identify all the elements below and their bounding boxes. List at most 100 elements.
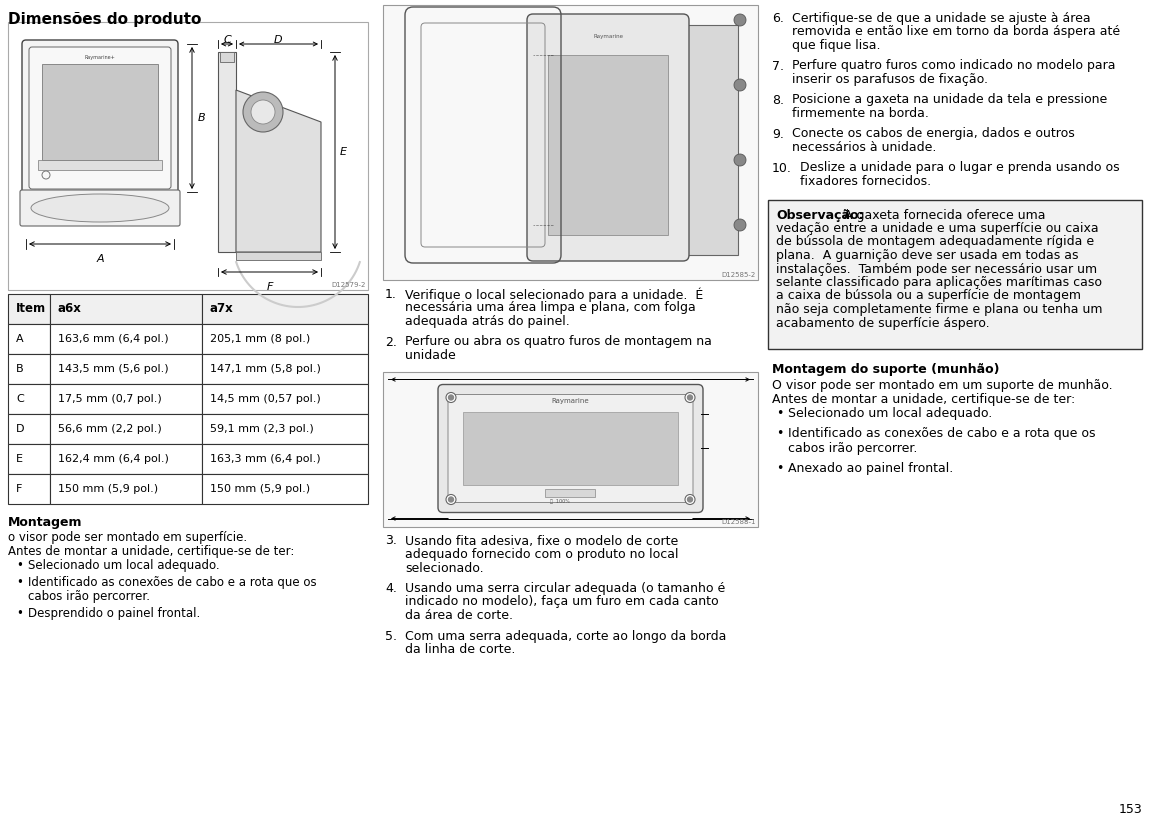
Text: B: B — [198, 113, 206, 123]
Bar — [51, 294, 202, 324]
Text: plana.  A guarnição deve ser usada em todas as: plana. A guarnição deve ser usada em tod… — [776, 249, 1079, 262]
Bar — [8, 474, 51, 504]
Bar — [383, 5, 758, 280]
Text: 1.: 1. — [385, 288, 396, 301]
Text: Selecionado um local adequado.: Selecionado um local adequado. — [28, 559, 219, 572]
Bar — [202, 384, 368, 414]
Text: 6.: 6. — [772, 12, 784, 25]
Circle shape — [687, 497, 693, 502]
Bar — [38, 160, 162, 170]
Bar — [202, 294, 368, 324]
Bar — [51, 324, 202, 354]
Polygon shape — [236, 90, 321, 252]
Bar — [51, 474, 202, 504]
Text: acabamento de superfície áspero.: acabamento de superfície áspero. — [776, 316, 989, 329]
Text: Perfure quatro furos como indicado no modelo para: Perfure quatro furos como indicado no mo… — [792, 59, 1116, 72]
Text: Antes de montar a unidade, certifique-se de ter:: Antes de montar a unidade, certifique-se… — [8, 545, 294, 558]
Text: Com uma serra adequada, corte ao longo da borda: Com uma serra adequada, corte ao longo d… — [404, 629, 726, 642]
Bar — [683, 25, 738, 255]
Text: •: • — [776, 462, 784, 475]
Bar — [202, 444, 368, 474]
FancyBboxPatch shape — [22, 40, 178, 196]
Text: 59,1 mm (2,3 pol.): 59,1 mm (2,3 pol.) — [210, 424, 314, 434]
Bar — [548, 55, 668, 235]
Text: B: B — [16, 364, 24, 374]
Text: Montagem do suporte (munhão): Montagem do suporte (munhão) — [772, 363, 1000, 376]
Ellipse shape — [31, 194, 169, 222]
Text: 143,5 mm (5,6 pol.): 143,5 mm (5,6 pol.) — [57, 364, 169, 374]
Text: cabos irão percorrer.: cabos irão percorrer. — [28, 590, 151, 603]
Text: a7x: a7x — [210, 302, 233, 315]
Text: de bússola de montagem adequadamente rígida e: de bússola de montagem adequadamente ríg… — [776, 236, 1094, 249]
Bar — [8, 414, 51, 444]
Text: Usando uma serra circular adequada (o tamanho é: Usando uma serra circular adequada (o ta… — [404, 582, 725, 595]
FancyBboxPatch shape — [438, 385, 703, 512]
Text: D: D — [16, 424, 24, 434]
Text: E: E — [340, 147, 347, 157]
Circle shape — [250, 100, 275, 124]
Circle shape — [734, 219, 746, 231]
Text: da área de corte.: da área de corte. — [404, 609, 512, 622]
Text: D12585-2: D12585-2 — [722, 272, 756, 278]
Bar — [463, 412, 678, 485]
Text: instalações.  Também pode ser necessário usar um: instalações. Também pode ser necessário … — [776, 263, 1097, 276]
Text: Anexado ao painel frontal.: Anexado ao painel frontal. — [788, 462, 954, 475]
Circle shape — [448, 497, 454, 502]
Text: indicado no modelo), faça um furo em cada canto: indicado no modelo), faça um furo em cad… — [404, 595, 718, 608]
Text: 163,3 mm (6,4 pol.): 163,3 mm (6,4 pol.) — [210, 454, 321, 464]
Text: Posicione a gaxeta na unidade da tela e pressione: Posicione a gaxeta na unidade da tela e … — [792, 93, 1108, 107]
Text: 10.: 10. — [772, 162, 792, 175]
Text: D12579-2: D12579-2 — [332, 282, 367, 288]
Text: O visor pode ser montado em um suporte de munhão.: O visor pode ser montado em um suporte d… — [772, 380, 1112, 393]
Text: F: F — [16, 484, 22, 494]
Text: A gaxeta fornecida oferece uma: A gaxeta fornecida oferece uma — [840, 208, 1046, 221]
Text: 163,6 mm (6,4 pol.): 163,6 mm (6,4 pol.) — [57, 334, 169, 344]
Text: 56,6 mm (2,2 pol.): 56,6 mm (2,2 pol.) — [57, 424, 162, 434]
Text: vedação entre a unidade e uma superfície ou caixa: vedação entre a unidade e uma superfície… — [776, 222, 1098, 235]
Text: necessária uma área limpa e plana, com folga: necessária uma área limpa e plana, com f… — [404, 302, 696, 315]
Circle shape — [446, 494, 456, 505]
Text: a caixa de bússola ou a superfície de montagem: a caixa de bússola ou a superfície de mo… — [776, 289, 1081, 302]
Text: Raymarine+: Raymarine+ — [85, 55, 115, 60]
Text: inserir os parafusos de fixação.: inserir os parafusos de fixação. — [792, 73, 988, 86]
Text: Desprendido o painel frontal.: Desprendido o painel frontal. — [28, 607, 200, 620]
Text: selecionado.: selecionado. — [404, 562, 484, 575]
Text: Observação:: Observação: — [776, 208, 864, 221]
Bar — [545, 489, 595, 498]
Circle shape — [446, 393, 456, 402]
Text: •: • — [776, 407, 784, 420]
Text: a6x: a6x — [57, 302, 82, 315]
Text: 147,1 mm (5,8 pol.): 147,1 mm (5,8 pol.) — [210, 364, 321, 374]
Text: Montagem: Montagem — [8, 516, 83, 529]
Bar — [8, 384, 51, 414]
FancyBboxPatch shape — [527, 14, 689, 261]
Text: Conecte os cabos de energia, dados e outros: Conecte os cabos de energia, dados e out… — [792, 128, 1074, 141]
Bar — [51, 384, 202, 414]
Text: que fique lisa.: que fique lisa. — [792, 39, 880, 52]
Circle shape — [685, 494, 695, 505]
Text: ⏻  100%: ⏻ 100% — [550, 499, 570, 504]
Text: 8.: 8. — [772, 93, 784, 107]
Text: •: • — [16, 559, 23, 572]
Text: 4.: 4. — [385, 582, 396, 595]
Bar — [8, 324, 51, 354]
Text: 2.: 2. — [385, 336, 396, 349]
Text: 5.: 5. — [385, 629, 398, 642]
Bar — [8, 354, 51, 384]
Text: D: D — [275, 35, 283, 45]
Text: 150 mm (5,9 pol.): 150 mm (5,9 pol.) — [57, 484, 159, 494]
Bar — [51, 444, 202, 474]
Bar — [43, 64, 159, 160]
Text: o visor pode ser montado em superfície.: o visor pode ser montado em superfície. — [8, 531, 247, 544]
Bar — [219, 52, 234, 62]
Text: adequado fornecido com o produto no local: adequado fornecido com o produto no loca… — [404, 548, 679, 561]
Bar — [8, 22, 368, 290]
FancyBboxPatch shape — [29, 47, 171, 189]
Circle shape — [448, 395, 454, 400]
FancyBboxPatch shape — [448, 394, 693, 502]
Text: 153: 153 — [1118, 803, 1142, 813]
Text: •: • — [776, 428, 784, 441]
Text: Deslize a unidade para o lugar e prenda usando os: Deslize a unidade para o lugar e prenda … — [800, 162, 1119, 175]
Circle shape — [685, 393, 695, 402]
Bar — [218, 52, 236, 252]
